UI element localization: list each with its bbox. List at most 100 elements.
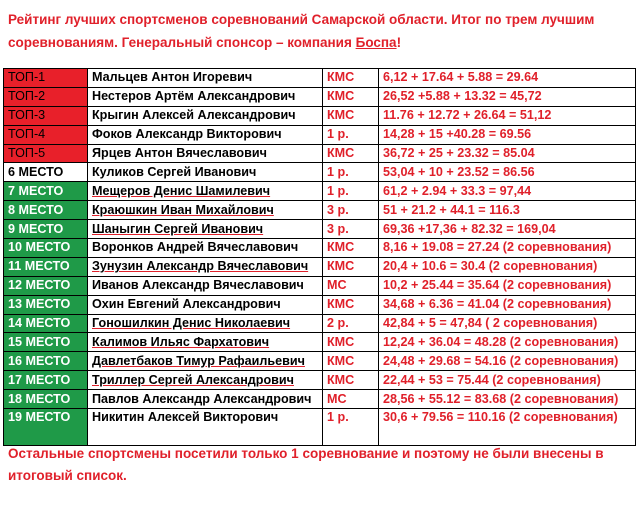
athlete-name: Давлетбаков Тимур Рафаильевич — [92, 353, 305, 368]
ranking-table: ТОП-1 Мальцев Антон Игоревич КМС 6,12 + 17.… — [3, 68, 636, 447]
table-row: ТОП-5 Ярцев Антон Вячеславович КМС 36,72 + … — [3, 143, 636, 164]
place-cell: 11 МЕСТО — [3, 256, 88, 277]
title-line-1: Рейтинг лучших спортсменов соревнований … — [8, 12, 595, 27]
place-cell: 16 МЕСТО — [3, 351, 88, 372]
place-cell: ТОП-2 — [3, 86, 88, 107]
sport-rank-cell: 1 р. — [322, 181, 379, 202]
athlete-name-cell: Крыгин Алексей Александрович — [87, 105, 323, 126]
table-row: 8 МЕСТО Краюшкин Иван Михайлович 3 р. 51 + … — [3, 200, 636, 221]
table-row: 16 МЕСТО Давлетбаков Тимур Рафаильевич КМС… — [3, 351, 636, 372]
athlete-name: Мещеров Денис Шамилевич — [92, 183, 271, 198]
place-cell: 7 МЕСТО — [3, 181, 88, 202]
score-cell: 36,72 + 25 + 23.32 = 85.04 — [378, 143, 636, 164]
sport-rank-cell: КМС — [322, 143, 379, 164]
athlete-name-cell: Триллер Сергей Александрович — [87, 370, 323, 391]
table-row: ТОП-1 Мальцев Антон Игоревич КМС 6,12 + 17.… — [3, 68, 636, 88]
table-row: 14 МЕСТО Гоношилкин Денис Николаевич 2 р. 4… — [3, 313, 636, 334]
table-row: 15 МЕСТО Калимов Ильяс Фархатович КМС 12,24… — [3, 332, 636, 353]
athlete-name-cell: Нестеров Артём Александрович — [87, 86, 323, 107]
athlete-name-cell: Павлов Александр Александрович — [87, 389, 323, 410]
sport-rank-cell: КМС — [322, 256, 379, 277]
table-row: 9 МЕСТО Шаныгин Сергей Иванович 3 р. 69,36 … — [3, 219, 636, 240]
score-cell: 12,24 + 36.04 = 48.28 (2 соревнования) — [378, 332, 636, 353]
table-row: 12 МЕСТО Иванов Александр Вячеславович МС 1… — [3, 275, 636, 296]
title-line-2-suffix: ! — [396, 35, 402, 50]
table-row: 7 МЕСТО Мещеров Денис Шамилевич 1 р. 61,2 +… — [3, 181, 636, 202]
athlete-name-cell: Мещеров Денис Шамилевич — [87, 181, 323, 202]
athlete-name: Зунузин Александр Вячеславович — [92, 259, 309, 274]
sport-rank-cell: МС — [322, 389, 379, 410]
athlete-name: Гоношилкин Денис Николаевич — [92, 316, 291, 331]
score-cell: 53,04 + 10 + 23.52 = 86.56 — [378, 162, 636, 183]
athlete-name-cell: Краюшкин Иван Михайлович — [87, 200, 323, 221]
title-line-2: соревнованиям. Генеральный спонсор – ком… — [8, 31, 628, 54]
place-cell: ТОП-1 — [3, 68, 88, 88]
table-row: 13 МЕСТО Охин Евгений Александрович КМС 34,… — [3, 294, 636, 315]
table-row: 19 МЕСТО Никитин Алексей Викторович 1 р. 30… — [3, 408, 636, 447]
sport-rank-cell: КМС — [322, 105, 379, 126]
score-cell: 24,48 + 29.68 = 54.16 (2 соревнования) — [378, 351, 636, 372]
place-cell: 10 МЕСТО — [3, 238, 88, 258]
sport-rank-cell: КМС — [322, 86, 379, 107]
score-cell: 51 + 21.2 + 44.1 = 116.3 — [378, 200, 636, 221]
athlete-name-cell: Давлетбаков Тимур Рафаильевич — [87, 351, 323, 372]
athlete-name-cell: Мальцев Антон Игоревич — [87, 68, 323, 88]
sport-rank-cell: КМС — [322, 238, 379, 258]
sport-rank-cell: КМС — [322, 351, 379, 372]
place-cell: ТОП-3 — [3, 105, 88, 126]
table-row: ТОП-3 Крыгин Алексей Александрович КМС 11.7… — [3, 105, 636, 126]
ranking-table-body: ТОП-1 Мальцев Антон Игоревич КМС 6,12 + 17.… — [3, 68, 636, 447]
athlete-name-cell: Шаныгин Сергей Иванович — [87, 219, 323, 240]
score-cell: 6,12 + 17.64 + 5.88 = 29.64 — [378, 68, 636, 88]
sport-rank-cell: 1 р. — [322, 408, 379, 447]
athlete-name: Краюшкин Иван Михайлович — [92, 202, 274, 217]
athlete-name-cell: Иванов Александр Вячеславович — [87, 275, 323, 296]
athlete-name: Триллер Сергей Александрович — [92, 372, 294, 387]
sport-rank-cell: 3 р. — [322, 219, 379, 240]
table-row: 17 МЕСТО Триллер Сергей Александрович КМС 2… — [3, 370, 636, 391]
place-cell: ТОП-4 — [3, 124, 88, 145]
athlete-name-cell: Калимов Ильяс Фархатович — [87, 332, 323, 353]
sport-rank-cell: МС — [322, 275, 379, 296]
score-cell: 26,52 +5.88 + 13.32 = 45,72 — [378, 86, 636, 107]
score-cell: 61,2 + 2.94 + 33.3 = 97,44 — [378, 181, 636, 202]
score-cell: 69,36 +17,36 + 82.32 = 169,04 — [378, 219, 636, 240]
table-row: ТОП-2 Нестеров Артём Александрович КМС 26,5… — [3, 86, 636, 107]
place-cell: 12 МЕСТО — [3, 275, 88, 296]
score-cell: 8,16 + 19.08 = 27.24 (2 соревнования) — [378, 238, 636, 258]
sport-rank-cell: КМС — [322, 370, 379, 391]
score-cell: 28,56 + 55.12 = 83.68 (2 соревнования) — [378, 389, 636, 410]
title-line-2-prefix: соревнованиям. Генеральный спонсор – ком… — [8, 35, 356, 50]
sport-rank-cell: 1 р. — [322, 162, 379, 183]
sponsor-name: Боспа — [355, 35, 397, 50]
score-cell: 22,44 + 53 = 75.44 (2 соревнования) — [378, 370, 636, 391]
place-cell: 19 МЕСТО — [3, 408, 88, 447]
athlete-name-cell: Ярцев Антон Вячеславович — [87, 143, 323, 164]
table-row: ТОП-4 Фоков Александр Викторович 1 р. 14,28… — [3, 124, 636, 145]
score-cell: 30,6 + 79.56 = 110.16 (2 соревнования) — [378, 408, 636, 447]
place-cell: 6 МЕСТО — [3, 162, 88, 183]
page-title: Рейтинг лучших спортсменов соревнований … — [8, 8, 628, 54]
place-cell: 13 МЕСТО — [3, 294, 88, 315]
sport-rank-cell: 1 р. — [322, 124, 379, 145]
athlete-name-cell: Охин Евгений Александрович — [87, 294, 323, 315]
score-cell: 20,4 + 10.6 = 30.4 (2 соревнования) — [378, 256, 636, 277]
score-cell: 42,84 + 5 = 47,84 ( 2 соревнования) — [378, 313, 636, 334]
athlete-name-cell: Фоков Александр Викторович — [87, 124, 323, 145]
sport-rank-cell: 3 р. — [322, 200, 379, 221]
place-cell: 14 МЕСТО — [3, 313, 88, 334]
score-cell: 34,68 + 6.36 = 41.04 (2 соревнования) — [378, 294, 636, 315]
sport-rank-cell: КМС — [322, 294, 379, 315]
athlete-name: Калимов Ильяс Фархатович — [92, 334, 270, 349]
sport-rank-cell: КМС — [322, 68, 379, 88]
score-cell: 10,2 + 25.44 = 35.64 (2 соревнования) — [378, 275, 636, 296]
place-cell: 17 МЕСТО — [3, 370, 88, 391]
sport-rank-cell: КМС — [322, 332, 379, 353]
place-cell: ТОП-5 — [3, 143, 88, 164]
footer-note: Остальные спортсмены посетили только 1 с… — [8, 446, 604, 483]
place-cell: 8 МЕСТО — [3, 200, 88, 221]
score-cell: 14,28 + 15 +40.28 = 69.56 — [378, 124, 636, 145]
place-cell: 15 МЕСТО — [3, 332, 88, 353]
athlete-name-cell: Куликов Сергей Иванович — [87, 162, 323, 183]
place-cell: 18 МЕСТО — [3, 389, 88, 410]
